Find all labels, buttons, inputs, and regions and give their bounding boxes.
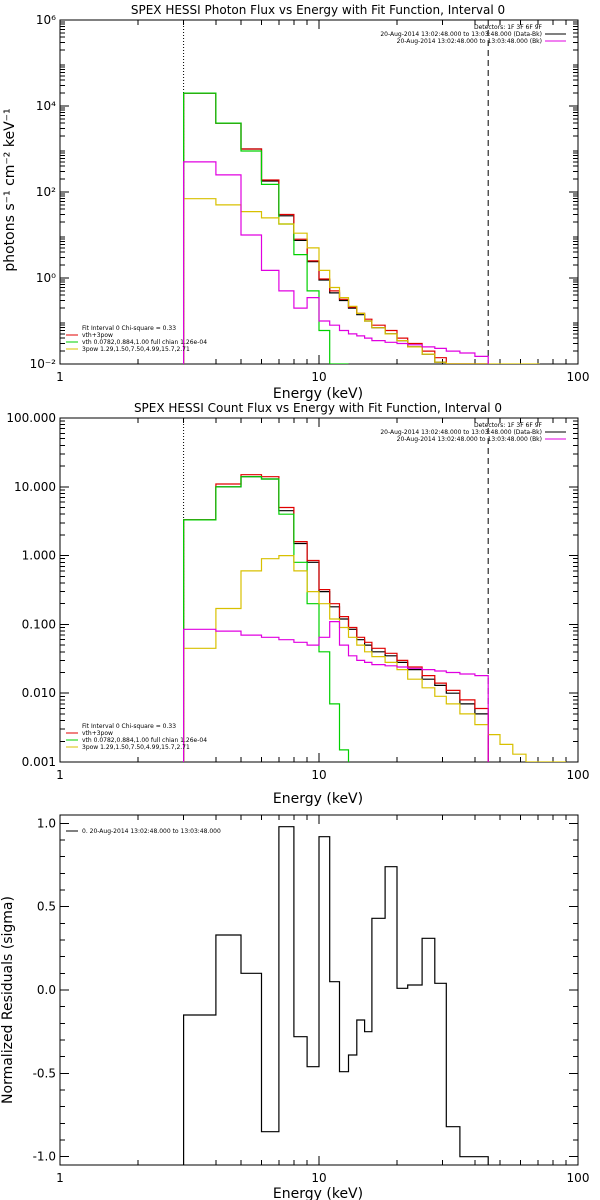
- y-tick-label: -0.5: [33, 1066, 56, 1080]
- legend-right-entry: 20-Aug-2014 13:02:48.000 to 13:03:48.000…: [380, 31, 542, 38]
- legend-left-entry: 3pow 1.29,1.50,7.50,4.99,15.7,2.71: [82, 744, 190, 751]
- series-line-vth-3pow: [183, 474, 489, 762]
- legend-left-entry: Fit Interval 0 Chi-square = 0.33: [82, 723, 176, 730]
- y-tick-label: 0.010: [22, 686, 56, 700]
- x-tick-label: 10: [311, 768, 326, 782]
- y-tick-label: 10⁻²: [30, 357, 57, 371]
- legend-right-entry: 20-Aug-2014 13:02:48.000 to 13:03:48.000…: [380, 429, 542, 436]
- chart-title: SPEX HESSI Count Flux vs Energy with Fit…: [134, 401, 502, 415]
- y-tick-label: 10⁰: [36, 271, 56, 285]
- legend-left-entry: vth+3pow: [82, 730, 113, 737]
- y-tick-label: 1.000: [22, 549, 56, 563]
- series-line-bk: [183, 161, 489, 364]
- legend-right-entry: 20-Aug-2014 13:02:48.000 to 13:03:48.000…: [397, 436, 542, 443]
- x-tick-label: 10: [311, 1171, 326, 1185]
- legend-right-entry: 20-Aug-2014 13:02:48.000 to 13:03:48.000…: [397, 38, 542, 45]
- legend-left-entry: vth+3pow: [82, 332, 113, 339]
- x-tick-label: 100: [567, 768, 590, 782]
- x-tick-label: 10: [311, 370, 326, 384]
- legend-right-entry: Detectors: 1F 3F 6F 9F: [474, 422, 543, 429]
- legend-left-entry: Fit Interval 0 Chi-square = 0.33: [82, 325, 176, 332]
- series-line-vth: [183, 92, 349, 364]
- y-tick-label: -1.0: [33, 1150, 56, 1164]
- series-line-3pow: [183, 198, 540, 364]
- y-tick-label: 10⁶: [36, 13, 56, 27]
- count-flux-panel: SPEX HESSI Count Flux vs Energy with Fit…: [6, 401, 589, 807]
- x-tick-label: 100: [567, 1171, 590, 1185]
- legend-left-entry: 3pow 1.29,1.50,7.50,4.99,15.7,2.71: [82, 346, 190, 353]
- y-tick-label: 1.0: [37, 816, 56, 830]
- series-line-data-bk: [183, 92, 489, 364]
- y-axis-label: Normalized Residuals (sigma): [0, 896, 16, 1104]
- x-axis-label: Energy (keV): [273, 791, 363, 807]
- chart-title: SPEX HESSI Photon Flux vs Energy with Fi…: [131, 3, 505, 17]
- y-axis-label: photons s⁻¹ cm⁻² keV⁻¹: [2, 108, 18, 271]
- series-line-residuals: [183, 826, 489, 1165]
- legend-left-entry: vth 0.0782,0.884,1.00 full chian 1.26e-0…: [82, 737, 207, 744]
- photon-flux-panel: SPEX HESSI Photon Flux vs Energy with Fi…: [2, 3, 589, 402]
- residuals-panel: Energy (keV) Normalized Residuals (sigma…: [0, 814, 590, 1200]
- x-tick-label: 100: [567, 370, 590, 384]
- legend-right-entry: Detectors: 1F 3F 6F 9F: [474, 24, 543, 31]
- y-tick-label: 0.5: [37, 900, 56, 914]
- series-line-vth-3pow: [183, 92, 489, 364]
- x-axis-label: Energy (keV): [273, 386, 363, 402]
- y-tick-label: 10.000: [14, 480, 56, 494]
- series-line-vth: [183, 476, 350, 762]
- x-axis-label: Energy (keV): [273, 1186, 363, 1200]
- legend-left-entry: 0. 20-Aug-2014 13:02:48.000 to 13:03:48.…: [82, 828, 221, 835]
- x-tick-label: 1: [56, 370, 64, 384]
- y-tick-label: 10⁴: [36, 99, 56, 113]
- y-tick-label: 0.001: [22, 755, 56, 769]
- x-tick-label: 1: [56, 768, 64, 782]
- y-tick-label: 100.000: [6, 411, 56, 425]
- legend-left-entry: vth 0.0782,0.884,1.00 full chian 1.26e-0…: [82, 339, 207, 346]
- series-line-3pow: [183, 555, 567, 762]
- y-tick-label: 10²: [36, 185, 56, 199]
- x-tick-label: 1: [56, 1171, 64, 1185]
- series-line-bk: [183, 621, 489, 762]
- y-tick-label: 0.0: [37, 983, 56, 997]
- y-tick-label: 0.100: [22, 617, 56, 631]
